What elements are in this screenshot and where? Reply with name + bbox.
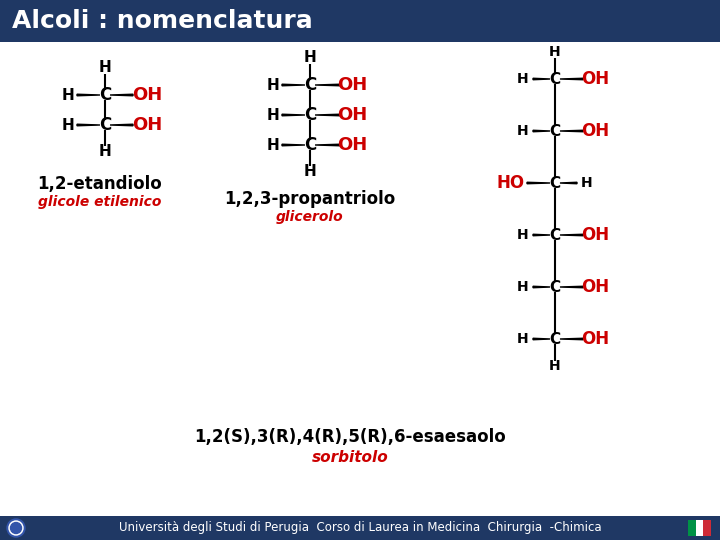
Text: OH: OH — [337, 106, 367, 124]
Polygon shape — [533, 234, 551, 236]
Text: H: H — [266, 107, 279, 123]
Text: OH: OH — [581, 330, 609, 348]
Text: H: H — [517, 72, 528, 86]
Text: OH: OH — [337, 136, 367, 154]
Text: H: H — [99, 145, 112, 159]
Text: C: C — [549, 124, 561, 138]
Circle shape — [551, 231, 559, 239]
Text: HO: HO — [497, 174, 525, 192]
Polygon shape — [559, 234, 583, 236]
Text: H: H — [304, 165, 316, 179]
Text: Alcoli : nomenclatura: Alcoli : nomenclatura — [12, 9, 312, 33]
Polygon shape — [527, 183, 551, 184]
Polygon shape — [110, 94, 133, 96]
Polygon shape — [110, 124, 133, 126]
Circle shape — [306, 111, 314, 119]
Text: 1,2,3-propantriolo: 1,2,3-propantriolo — [225, 190, 395, 208]
Text: C: C — [549, 227, 561, 242]
Text: OH: OH — [581, 122, 609, 140]
Text: H: H — [62, 118, 74, 132]
Polygon shape — [559, 78, 583, 80]
Text: H: H — [517, 124, 528, 138]
Circle shape — [306, 81, 314, 89]
Text: H: H — [266, 78, 279, 92]
Polygon shape — [533, 78, 551, 80]
Text: C: C — [99, 86, 111, 104]
Text: OH: OH — [581, 226, 609, 244]
Polygon shape — [533, 130, 551, 132]
Text: C: C — [99, 116, 111, 134]
Circle shape — [101, 91, 109, 99]
Polygon shape — [315, 144, 340, 146]
Text: C: C — [304, 136, 316, 154]
Polygon shape — [315, 84, 340, 86]
Polygon shape — [533, 338, 551, 340]
FancyBboxPatch shape — [696, 520, 703, 536]
Text: C: C — [549, 332, 561, 347]
Circle shape — [551, 127, 559, 135]
Text: C: C — [304, 76, 316, 94]
Text: OH: OH — [132, 86, 162, 104]
Text: 1,2(S),3(R),4(R),5(R),6-esaesaolo: 1,2(S),3(R),4(R),5(R),6-esaesaolo — [194, 428, 506, 446]
Circle shape — [101, 121, 109, 129]
Circle shape — [551, 283, 559, 291]
Text: H: H — [581, 176, 593, 190]
Polygon shape — [282, 144, 305, 146]
Circle shape — [11, 523, 22, 534]
Text: 1,2-etandiolo: 1,2-etandiolo — [37, 175, 163, 193]
FancyBboxPatch shape — [688, 520, 696, 536]
Text: OH: OH — [337, 76, 367, 94]
Text: glicole etilenico: glicole etilenico — [38, 195, 162, 209]
Text: H: H — [517, 332, 528, 346]
Text: H: H — [549, 45, 561, 59]
Text: H: H — [62, 87, 74, 103]
Circle shape — [551, 75, 559, 83]
Text: H: H — [266, 138, 279, 152]
Circle shape — [551, 335, 559, 343]
Polygon shape — [559, 183, 577, 184]
Polygon shape — [282, 84, 305, 86]
Polygon shape — [77, 94, 100, 96]
Text: H: H — [99, 60, 112, 76]
Polygon shape — [315, 114, 340, 116]
Circle shape — [306, 141, 314, 149]
FancyBboxPatch shape — [0, 516, 720, 540]
Polygon shape — [559, 338, 583, 340]
FancyBboxPatch shape — [703, 520, 711, 536]
Circle shape — [551, 179, 559, 187]
Text: C: C — [304, 106, 316, 124]
Text: Università degli Studi di Perugia  Corso di Laurea in Medicina  Chirurgia  -Chim: Università degli Studi di Perugia Corso … — [119, 522, 601, 535]
Text: OH: OH — [581, 70, 609, 88]
Text: glicerolo: glicerolo — [276, 210, 344, 224]
Text: C: C — [549, 71, 561, 86]
Text: OH: OH — [132, 116, 162, 134]
Text: C: C — [549, 280, 561, 294]
FancyBboxPatch shape — [0, 0, 720, 42]
Polygon shape — [533, 286, 551, 288]
Circle shape — [9, 521, 23, 535]
Polygon shape — [282, 114, 305, 116]
Text: C: C — [549, 176, 561, 191]
Text: H: H — [517, 228, 528, 242]
Text: H: H — [304, 51, 316, 65]
Polygon shape — [77, 124, 100, 126]
Circle shape — [7, 519, 25, 537]
Text: H: H — [549, 359, 561, 373]
Text: OH: OH — [581, 278, 609, 296]
Polygon shape — [559, 286, 583, 288]
Text: sorbitolo: sorbitolo — [312, 450, 388, 465]
Polygon shape — [559, 130, 583, 132]
Text: H: H — [517, 280, 528, 294]
